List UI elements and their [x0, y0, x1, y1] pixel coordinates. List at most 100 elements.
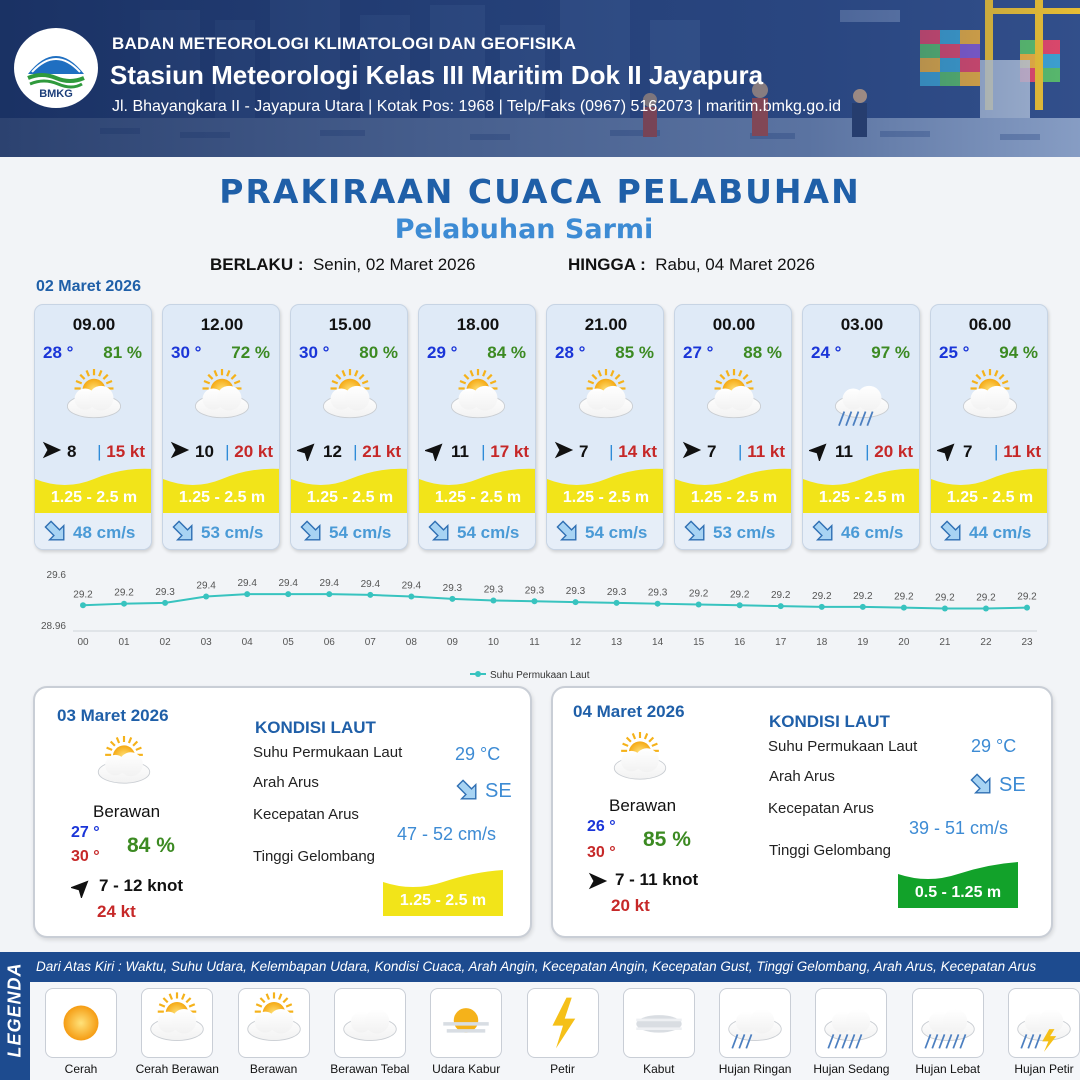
x-tick-label: 02	[160, 637, 172, 648]
day3-condition: Berawan	[609, 796, 677, 815]
wave-height: 1.25 - 2.5 m	[562, 489, 650, 506]
data-label: 29.3	[566, 586, 586, 597]
current-speed: 44 cm/s	[969, 523, 1032, 542]
wind-arrow-icon	[295, 439, 319, 463]
data-label: 29.3	[155, 587, 175, 598]
data-point	[941, 605, 948, 612]
day2-date: 03 Maret 2026	[57, 706, 169, 725]
wind-arrow-icon	[553, 439, 575, 461]
wind-arrow-icon	[807, 439, 831, 463]
day3-kec-label: Kecepatan Arus	[768, 800, 874, 817]
legend-swatch-dot	[475, 671, 481, 677]
air-temperature: 27 °	[683, 343, 714, 362]
legend-label: Cerah Berawan	[135, 1062, 219, 1076]
x-tick-label: 00	[77, 637, 89, 648]
x-tick-label: 11	[529, 637, 540, 648]
data-point	[367, 591, 374, 598]
sst-line-chart: 29.6 28.96 29.2 00 29.2 01 29.3 02 29.4 03 29.4 04 2…	[41, 570, 1037, 681]
data-label: 29.2	[935, 592, 955, 603]
hour-time: 03.00	[840, 315, 884, 334]
wave-height: 1.25 - 2.5 m	[306, 489, 394, 506]
current-arrow-icon	[683, 519, 709, 545]
data-label: 29.2	[730, 589, 750, 600]
air-temperature: 24 °	[811, 343, 842, 362]
current-speed: 54 cm/s	[457, 523, 520, 542]
valid-to: HINGGA : Rabu, 04 Maret 2026	[568, 255, 815, 275]
wind-arrow-icon	[681, 439, 703, 461]
day2-kondisi-title: KONDISI LAUT	[255, 718, 376, 737]
current-speed: 46 cm/s	[841, 523, 904, 542]
day3-wind: 7 - 11 knot	[615, 870, 699, 889]
data-point	[982, 605, 989, 612]
x-tick-label: 17	[775, 637, 787, 648]
hujan-sedang-icon	[815, 988, 888, 1058]
x-tick-label: 13	[611, 637, 623, 648]
data-label: 29.2	[114, 588, 134, 599]
gust-speed: | 14 kt	[609, 442, 657, 461]
data-point	[449, 595, 456, 602]
day2-wave: 1.25 - 2.5 m	[399, 892, 487, 909]
day2-kec: 47 - 52 cm/s	[397, 824, 497, 844]
hour-time: 21.00	[584, 315, 628, 334]
wind-arrow-icon	[169, 439, 191, 461]
x-tick-label: 10	[488, 637, 500, 648]
berawan-icon	[570, 369, 642, 431]
day2-wave-badge	[383, 870, 503, 916]
wave-height-badge	[931, 468, 1047, 513]
wind-speed: 12	[323, 442, 342, 461]
x-tick-label: 05	[283, 637, 295, 648]
x-tick-label: 16	[734, 637, 746, 648]
day2-kec-label: Kecepatan Arus	[253, 806, 359, 823]
berawan-icon	[314, 369, 386, 431]
data-label: 29.3	[648, 588, 668, 599]
page-title: PRAKIRAAN CUACA PELABUHAN	[219, 172, 861, 211]
x-tick-label: 09	[447, 637, 459, 648]
hour-time: 12.00	[200, 315, 244, 334]
wave-height-badge	[291, 468, 407, 513]
air-temperature: 25 °	[939, 343, 970, 362]
gust-value: 11 kt	[1003, 442, 1041, 461]
day3-temp-max: 30 °	[587, 844, 616, 861]
humidity: 72 %	[231, 343, 270, 362]
current-arrow-icon	[555, 519, 581, 545]
valid-to-value: Rabu, 04 Maret 2026	[655, 255, 815, 274]
day2-temp-min: 27 °	[71, 824, 100, 841]
legend-label: Petir	[550, 1062, 575, 1076]
hour-card: 15.00 30 ° 80 % 12 | 21 kt 1.25 - 2.5 m …	[290, 304, 408, 550]
day3-wave: 0.5 - 1.25 m	[914, 884, 1002, 901]
humidity: 94 %	[999, 343, 1038, 362]
wave-height-badge	[163, 468, 279, 513]
hour-card: 21.00 28 ° 85 % 7 | 14 kt 1.25 - 2.5 m 5…	[546, 304, 664, 550]
air-temperature: 30 °	[171, 343, 202, 362]
current-arrow-icon	[299, 519, 325, 545]
wind-speed: 8	[67, 442, 77, 461]
data-point	[900, 604, 907, 611]
day3-gust: 20 kt	[611, 896, 650, 915]
x-tick-label: 03	[201, 637, 213, 648]
wave-height: 1.25 - 2.5 m	[178, 489, 266, 506]
berawan-icon	[237, 988, 310, 1058]
x-tick-label: 15	[693, 637, 705, 648]
data-label: 29.4	[196, 581, 216, 592]
data-point	[285, 591, 292, 598]
petir-icon	[526, 988, 599, 1058]
x-tick-label: 12	[570, 637, 582, 648]
wind-speed: 7	[579, 442, 589, 461]
berawan-icon	[186, 369, 258, 431]
x-tick-label: 14	[652, 637, 664, 648]
gust-speed: | 17 kt	[481, 442, 529, 461]
hour-card: 09.00 28 ° 81 % 8 | 15 kt 1.25 - 2.5 m 4…	[34, 304, 152, 550]
gust-value: 21 kt	[362, 442, 401, 461]
legend-side-bar: LEGENDA	[0, 952, 30, 1080]
humidity: 84 %	[487, 343, 526, 362]
day2-gust: 24 kt	[97, 902, 136, 921]
hujan-sedang-icon	[826, 369, 898, 431]
gust-value: 14 kt	[618, 442, 657, 461]
day2-sst: 29 °C	[455, 744, 501, 764]
day1-date: 02 Maret 2026	[36, 278, 141, 295]
day3-panel: 04 Maret 2026 Berawan 26 ° 30 ° 85 % 7 -…	[551, 686, 1053, 938]
wind-speed: 7	[963, 442, 973, 461]
gust-value: 11 kt	[747, 442, 785, 461]
day2-wind: 7 - 12 knot	[99, 876, 184, 895]
current-arrow-icon	[969, 772, 995, 798]
